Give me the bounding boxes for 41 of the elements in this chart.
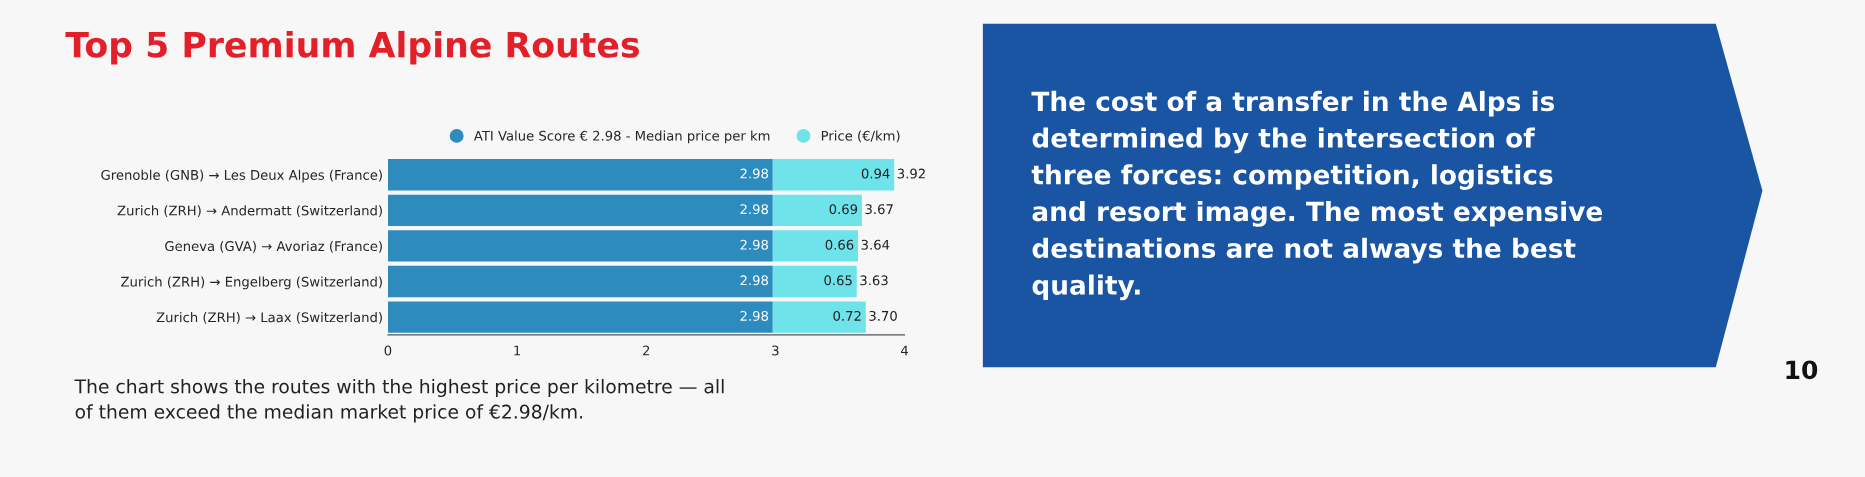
data-label: 0.72 [833, 310, 861, 321]
data-label: 2.98 [740, 310, 769, 321]
data-label: 2.98 [740, 168, 769, 179]
data-label: 2.98 [740, 275, 769, 286]
total-label: 3.70 [869, 310, 897, 321]
y-tick-label: Grenoble (GNB) → Les Deux Alpes (France) [101, 169, 382, 183]
bar [772, 230, 859, 262]
data-label: 0.66 [825, 239, 854, 250]
bar [387, 194, 773, 226]
data-label: 0.65 [824, 275, 852, 286]
legend-label: ATI Value Score € 2.98 - Median price per km [473, 130, 770, 144]
y-tick-label: Zurich (ZRH) → Andermatt (Switzerland) [117, 205, 382, 218]
bar [772, 194, 862, 226]
bar [772, 301, 866, 333]
bar [387, 230, 773, 262]
legend-label: Price (€/km) [821, 130, 900, 143]
x-tick-label: 2 [642, 345, 650, 356]
y-tick-label: Zurich (ZRH) → Engelberg (Switzerland) [121, 276, 382, 290]
total-label: 3.92 [897, 168, 925, 179]
data-label: 0.94 [861, 168, 890, 179]
data-label: 2.98 [740, 239, 769, 250]
bar [772, 265, 857, 298]
data-label: 0.69 [829, 204, 858, 215]
bar [387, 265, 773, 298]
text: 10 [1786, 360, 1818, 380]
y-tick-label: Zurich (ZRH) → Laax (Switzerland) [156, 312, 382, 324]
bar [387, 159, 773, 191]
text: The chart shows the routes with the highest price per kilometre — all of them exceed the median market price of €2.98/km. [74, 378, 724, 423]
x-tick-label: 4 [900, 345, 908, 356]
total-label: 3.64 [861, 239, 890, 250]
bar [387, 301, 773, 333]
y-tick-label: Geneva (GVA) → Avoriaz (France) [165, 240, 382, 253]
data-label: 2.98 [740, 204, 769, 215]
x-tick-label: 1 [514, 345, 521, 356]
x-tick-label: 3 [772, 345, 779, 356]
bar [772, 159, 895, 191]
text: The cost of a transfer in the Alps is determined by the intersection of three forces: competition, logistics and resort image. The most expensive destinations are not always the best quality. [1031, 90, 1602, 301]
total-label: 3.67 [865, 204, 893, 215]
chart-title: Top 5 Premium Alpine Routes [65, 30, 639, 65]
total-label: 3.63 [860, 275, 888, 286]
x-tick-label: 0 [384, 345, 392, 356]
